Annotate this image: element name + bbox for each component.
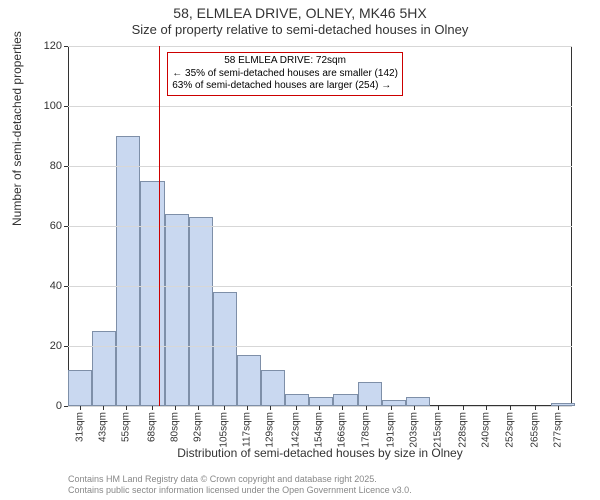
x-tick-mark [126, 406, 127, 410]
histogram-bar [213, 292, 237, 406]
x-tick-mark [463, 406, 464, 410]
histogram-bar [116, 136, 140, 406]
gridline [68, 286, 572, 287]
x-tick-label: 142sqm [290, 412, 301, 448]
x-tick-label: 55sqm [121, 412, 132, 442]
reference-line [159, 46, 160, 406]
gridline [68, 46, 572, 47]
gridline [68, 166, 572, 167]
histogram-bar [140, 181, 164, 406]
gridline [68, 346, 572, 347]
y-tick-mark [64, 106, 68, 107]
y-tick-mark [64, 46, 68, 47]
credits: Contains HM Land Registry data © Crown c… [68, 474, 412, 497]
histogram-bar [333, 394, 357, 406]
x-tick-label: 129sqm [265, 412, 276, 448]
x-tick-label: 240sqm [481, 412, 492, 448]
annotation-line: 63% of semi-detached houses are larger (… [172, 80, 398, 93]
x-tick-mark [152, 406, 153, 410]
x-tick-mark [438, 406, 439, 410]
x-tick-mark [510, 406, 511, 410]
x-tick-mark [175, 406, 176, 410]
x-tick-mark [103, 406, 104, 410]
histogram-bar [92, 331, 116, 406]
x-tick-mark [270, 406, 271, 410]
x-tick-label: 215sqm [432, 412, 443, 448]
x-tick-mark [366, 406, 367, 410]
x-tick-label: 203sqm [409, 412, 420, 448]
x-tick-label: 117sqm [242, 412, 253, 447]
x-tick-label: 178sqm [360, 412, 371, 448]
histogram-bar [68, 370, 92, 406]
annotation-box: 58 ELMLEA DRIVE: 72sqm← 35% of semi-deta… [167, 52, 403, 96]
x-tick-label: 252sqm [504, 412, 515, 448]
x-tick-mark [535, 406, 536, 410]
histogram-bar [406, 397, 430, 406]
y-tick-mark [64, 166, 68, 167]
x-tick-mark [342, 406, 343, 410]
y-tick-mark [64, 346, 68, 347]
gridline [68, 226, 572, 227]
annotation-line: 58 ELMLEA DRIVE: 72sqm [172, 55, 398, 68]
x-tick-mark [247, 406, 248, 410]
x-tick-label: 191sqm [386, 412, 397, 448]
histogram-bar [237, 355, 261, 406]
x-tick-mark [558, 406, 559, 410]
x-tick-label: 228sqm [458, 412, 469, 448]
x-tick-label: 105sqm [218, 412, 229, 448]
x-tick-label: 31sqm [74, 412, 85, 442]
chart-container: 58, ELMLEA DRIVE, OLNEY, MK46 5HX Size o… [0, 0, 600, 500]
x-tick-label: 265sqm [530, 412, 541, 448]
x-tick-label: 166sqm [337, 412, 348, 448]
y-tick-mark [64, 226, 68, 227]
annotation-line: ← 35% of semi-detached houses are smalle… [172, 68, 398, 81]
histogram-bar [261, 370, 285, 406]
gridline [68, 106, 572, 107]
x-tick-mark [319, 406, 320, 410]
histogram-bar [189, 217, 213, 406]
x-tick-label: 43sqm [98, 412, 109, 442]
x-tick-mark [414, 406, 415, 410]
x-tick-mark [224, 406, 225, 410]
x-tick-label: 92sqm [193, 412, 204, 442]
chart-subtitle: Size of property relative to semi-detach… [0, 22, 600, 39]
x-tick-label: 154sqm [314, 412, 325, 448]
x-axis-label: Distribution of semi-detached houses by … [68, 446, 572, 460]
credits-line-1: Contains HM Land Registry data © Crown c… [68, 474, 412, 485]
x-tick-label: 80sqm [170, 412, 181, 442]
x-tick-mark [296, 406, 297, 410]
histogram-bar [309, 397, 333, 406]
chart-title: 58, ELMLEA DRIVE, OLNEY, MK46 5HX [0, 0, 600, 22]
x-tick-mark [391, 406, 392, 410]
x-tick-label: 68sqm [146, 412, 157, 442]
x-tick-mark [198, 406, 199, 410]
x-tick-label: 277sqm [553, 412, 564, 448]
y-axis-label: Number of semi-detached properties [10, 31, 24, 226]
credits-line-2: Contains public sector information licen… [68, 485, 412, 496]
histogram-bar [165, 214, 189, 406]
histogram-bar [285, 394, 309, 406]
x-tick-mark [486, 406, 487, 410]
histogram-bar [358, 382, 382, 406]
plot-area: 02040608010012031sqm43sqm55sqm68sqm80sqm… [68, 46, 572, 406]
y-tick-mark [64, 286, 68, 287]
x-tick-mark [80, 406, 81, 410]
y-tick-mark [64, 406, 68, 407]
